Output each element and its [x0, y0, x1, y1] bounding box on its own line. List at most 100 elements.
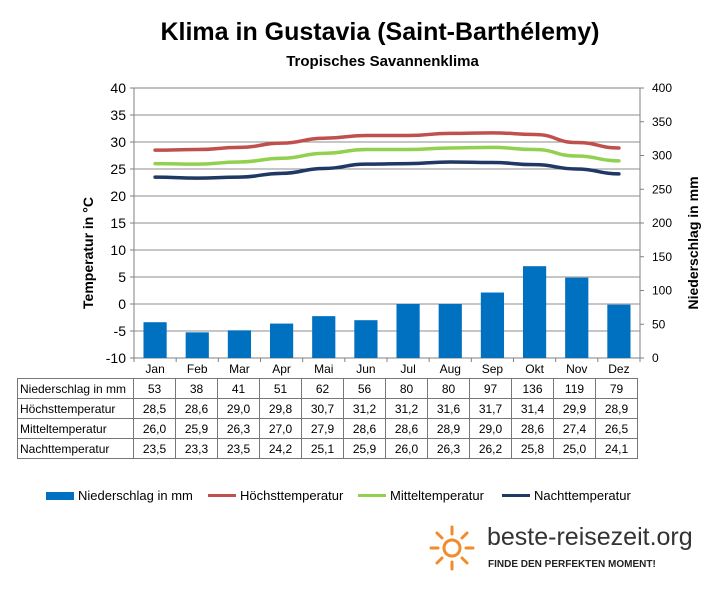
x-tick-label: Jun: [356, 362, 375, 376]
legend-item-precipitation: Niederschlag in mm: [46, 488, 193, 503]
y-tick-label-right: 150: [652, 250, 672, 264]
x-tick-label: Mar: [229, 362, 250, 376]
y-tick-label-left: 15: [110, 215, 126, 231]
table-cell: 23,5: [217, 438, 260, 459]
y-tick-label-right: 100: [652, 284, 672, 298]
table-cell: 79: [595, 378, 638, 399]
precipitation-bar: [565, 277, 589, 358]
legend-swatch-night-temp: [502, 494, 530, 497]
y-tick-label-left: 20: [110, 188, 126, 204]
table-cell: 51: [259, 378, 302, 399]
x-tick-label: Mai: [314, 362, 333, 376]
y-tick-label-right: 200: [652, 216, 672, 230]
x-tick-label: Sep: [482, 362, 504, 376]
table-cell: 38: [175, 378, 218, 399]
table-cell: 26,3: [217, 418, 260, 439]
y-axis-label-left: Temperatur in °C: [80, 197, 96, 309]
table-cell: 26,0: [385, 438, 428, 459]
table-cell: 31,2: [385, 398, 428, 419]
x-tick-label: Dez: [608, 362, 629, 376]
table-row: Niederschlag in mm 53 38 41 51 62 56 80 80 97 136 1…: [17, 378, 638, 399]
y-tick-label-left: 30: [110, 134, 126, 150]
legend-swatch-precipitation: [46, 491, 74, 500]
table-row-label: Niederschlag in mm: [17, 378, 134, 399]
table-cell: 27,0: [259, 418, 302, 439]
table-cell: 41: [217, 378, 260, 399]
data-table: Niederschlag in mm 53 38 41 51 62 56 80 80 97 136 1…: [17, 378, 638, 459]
x-tick-label: Nov: [566, 362, 587, 376]
table-cell: 28,6: [175, 398, 218, 419]
table-cell: 28,6: [511, 418, 554, 439]
table-cell: 31,7: [469, 398, 512, 419]
site-tagline: FINDE DEN PERFEKTEN MOMENT!: [488, 559, 656, 570]
y-tick-label-left: 35: [110, 107, 126, 123]
legend-label-night-temp: Nachttemperatur: [534, 488, 631, 503]
table-cell: 26,2: [469, 438, 512, 459]
y-tick-label-left: -10: [106, 350, 126, 366]
table-cell: 29,8: [259, 398, 302, 419]
table-cell: 29,9: [553, 398, 596, 419]
precipitation-bar: [227, 330, 252, 358]
table-cell: 31,2: [343, 398, 386, 419]
legend: Niederschlag in mm Höchsttemperatur Mitt…: [0, 488, 720, 506]
y-tick-label-left: 0: [118, 296, 126, 312]
table-row: Höchsttemperatur 28,5 28,6 29,0 29,8 30,7 31,2…: [17, 398, 638, 419]
x-tick-label: Feb: [187, 362, 208, 376]
precipitation-bar: [354, 320, 378, 358]
legend-item-night-temp: Nachttemperatur: [502, 488, 631, 503]
chart-subtitle: Tropisches Savannenklima: [286, 53, 479, 70]
table-cell: 28,9: [427, 418, 470, 439]
x-tick-label: Jan: [145, 362, 164, 376]
table-cell: 25,9: [343, 438, 386, 459]
table-row-label: Mitteltemperatur: [17, 418, 134, 439]
legend-swatch-mean-temp: [358, 494, 386, 497]
table-cell: 30,7: [301, 398, 344, 419]
y-axis-label-right: Niederschlag in mm: [685, 176, 701, 310]
site-name: beste-reisezeit.org: [487, 523, 693, 551]
precipitation-bar: [438, 304, 462, 358]
max-temp-line: [153, 131, 621, 152]
chart-title: Klima in Gustavia (Saint-Barthélemy): [160, 18, 600, 46]
y-tick-label-left: 25: [110, 161, 126, 177]
table-row: Nachttemperatur 23,5 23,3 23,5 24,2 25,1 25,9 2…: [17, 438, 638, 459]
table-cell: 26,5: [595, 418, 638, 439]
precipitation-bar: [185, 332, 209, 358]
table-cell: 80: [427, 378, 470, 399]
table-cell: 136: [511, 378, 554, 399]
table-cell: 53: [133, 378, 176, 399]
table-row-label: Höchsttemperatur: [17, 398, 134, 419]
table-cell: 28,6: [385, 418, 428, 439]
precipitation-bar: [143, 322, 167, 358]
y-tick-label-right: 400: [652, 81, 672, 95]
table-cell: 27,4: [553, 418, 596, 439]
table-cell: 28,9: [595, 398, 638, 419]
night-temp-line: [153, 160, 621, 180]
legend-label-mean-temp: Mitteltemperatur: [390, 488, 484, 503]
table-cell: 62: [301, 378, 344, 399]
climate-chart: 4035302520151050-5-104003503002502001501…: [106, 80, 673, 376]
sun-logo-icon: [429, 525, 475, 571]
table-cell: 29,0: [469, 418, 512, 439]
y-tick-label-right: 250: [652, 182, 672, 196]
table-cell: 25,8: [511, 438, 554, 459]
table-cell: 119: [553, 378, 596, 399]
x-tick-label: Okt: [525, 362, 544, 376]
table-cell: 24,1: [595, 438, 638, 459]
table-cell: 97: [469, 378, 512, 399]
table-cell: 27,9: [301, 418, 344, 439]
y-tick-label-left: 10: [110, 242, 126, 258]
y-tick-label-right: 50: [652, 317, 666, 331]
y-tick-label-right: 300: [652, 149, 672, 163]
table-cell: 25,1: [301, 438, 344, 459]
precipitation-bar: [522, 266, 547, 358]
table-cell: 29,0: [217, 398, 260, 419]
table-cell: 56: [343, 378, 386, 399]
precipitation-bar: [396, 304, 420, 358]
legend-item-mean-temp: Mitteltemperatur: [358, 488, 484, 503]
legend-label-max-temp: Höchsttemperatur: [240, 488, 344, 503]
x-tick-label: Apr: [272, 362, 291, 376]
y-tick-label-right: 0: [652, 351, 659, 365]
table-cell: 25,0: [553, 438, 596, 459]
precipitation-bar: [607, 304, 631, 358]
table-cell: 23,5: [133, 438, 176, 459]
